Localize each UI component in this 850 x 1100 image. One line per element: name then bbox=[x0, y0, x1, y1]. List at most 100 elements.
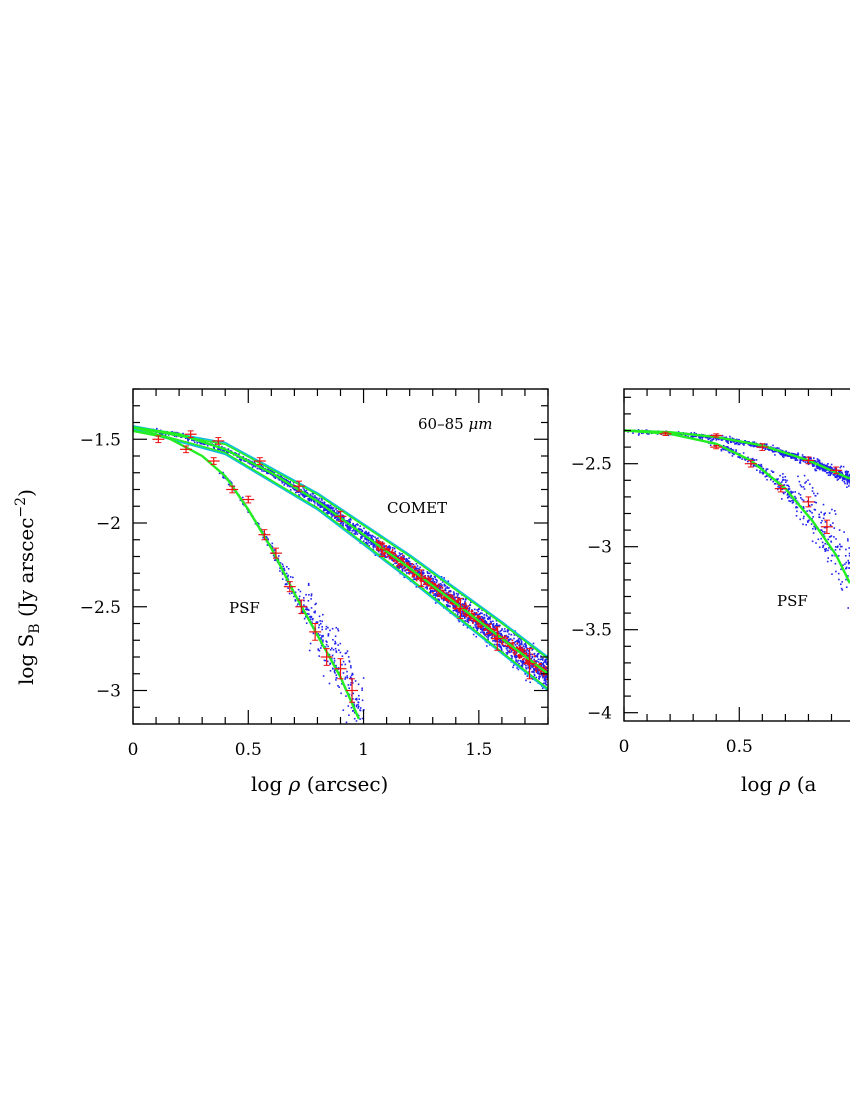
left-comet-core-pixel bbox=[430, 586, 432, 588]
left-comet-pixel bbox=[370, 537, 372, 539]
left-comet-pixel bbox=[507, 630, 509, 632]
left-comet-pixel bbox=[460, 612, 463, 615]
left-comet-pixel bbox=[367, 532, 370, 535]
left-comet-pixel bbox=[468, 608, 470, 610]
left-comet-pixel bbox=[167, 434, 170, 436]
left-psf-pixel bbox=[342, 660, 345, 663]
left-comet-pixel bbox=[475, 626, 478, 629]
left-comet-pixel bbox=[473, 611, 476, 614]
left-psf-pixel bbox=[355, 697, 358, 700]
left-comet-core-pixel bbox=[455, 604, 457, 607]
left-comet-core-pixel bbox=[448, 600, 450, 603]
left-comet-core-pixel bbox=[484, 627, 487, 630]
left-comet-pixel bbox=[476, 609, 478, 611]
left-comet-pixel bbox=[485, 623, 488, 625]
left-comet-core-pixel bbox=[461, 604, 464, 606]
left-comet-core-pixel bbox=[411, 576, 414, 578]
left-psf-pixel bbox=[227, 483, 230, 486]
left-psf-pixel bbox=[294, 600, 297, 602]
left-psf-pixel bbox=[305, 622, 308, 624]
left-comet-pixel bbox=[426, 585, 428, 588]
left-comet-pixel bbox=[533, 653, 535, 655]
left-comet-core-pixel bbox=[430, 578, 432, 580]
left-comet-pixel bbox=[383, 545, 385, 547]
left-comet-core-pixel bbox=[524, 661, 527, 663]
left-comet-pixel bbox=[472, 633, 475, 636]
left-comet-pixel bbox=[480, 631, 482, 634]
left-comet-pixel bbox=[367, 531, 370, 534]
left-comet-pixel bbox=[277, 477, 279, 480]
left-comet-pixel bbox=[196, 442, 198, 444]
left-comet-pixel bbox=[464, 606, 467, 608]
left-comet-pixel bbox=[403, 556, 405, 559]
left-comet-pixel bbox=[515, 640, 518, 642]
left-comet-pixel bbox=[527, 655, 529, 658]
left-psf-pixel bbox=[353, 711, 356, 714]
left-comet-pixel bbox=[467, 617, 470, 619]
left-comet-pixel bbox=[336, 519, 338, 521]
left-comet-core-pixel bbox=[533, 660, 535, 663]
left-comet-core-pixel bbox=[520, 655, 523, 657]
left-comet-pixel bbox=[307, 499, 310, 501]
left-psf-pixel bbox=[327, 645, 329, 648]
left-comet-pixel bbox=[489, 620, 492, 623]
left-comet-pixel bbox=[506, 653, 509, 655]
left-comet-pixel bbox=[354, 530, 356, 532]
left-comet-core-pixel bbox=[520, 656, 522, 659]
left-comet-pixel bbox=[515, 659, 517, 661]
left-comet-pixel bbox=[523, 661, 526, 664]
left-comet-pixel bbox=[283, 484, 285, 486]
left-comet-core-pixel bbox=[450, 594, 453, 597]
left-comet-core-pixel bbox=[463, 605, 465, 608]
left-comet-pixel bbox=[414, 578, 417, 580]
left-comet-pixel bbox=[348, 520, 351, 523]
left-comet-pixel bbox=[290, 485, 292, 488]
left-comet-core-pixel bbox=[445, 599, 448, 601]
left-comet-pixel bbox=[440, 576, 443, 578]
left-psf-pixel bbox=[329, 629, 331, 632]
right-comet-pixel bbox=[802, 456, 805, 458]
left-comet-pixel bbox=[398, 554, 401, 557]
left-comet-pixel bbox=[430, 590, 432, 593]
left-comet-pixel bbox=[348, 529, 350, 531]
left-psf-pixel bbox=[318, 624, 321, 626]
left-comet-core-pixel bbox=[492, 628, 494, 630]
left-comet-pixel bbox=[413, 578, 416, 581]
left-comet-pixel bbox=[342, 522, 344, 524]
left-comet-pixel bbox=[542, 676, 544, 679]
left-comet-pixel bbox=[532, 668, 535, 670]
left-psf-pixel bbox=[361, 687, 363, 690]
left-comet-pixel bbox=[466, 620, 468, 622]
left-comet-core-pixel bbox=[525, 662, 527, 664]
left-comet-pixel bbox=[187, 439, 189, 442]
left-comet-pixel bbox=[342, 525, 344, 527]
left-comet-core-pixel bbox=[422, 580, 424, 582]
left-comet-pixel bbox=[449, 605, 451, 608]
left-comet-pixel bbox=[329, 506, 331, 509]
left-comet-core-pixel bbox=[514, 650, 517, 652]
right-comet-pixel bbox=[794, 457, 796, 460]
left-comet-core-pixel bbox=[404, 565, 406, 568]
left-psf-pixel bbox=[323, 659, 326, 662]
left-comet-binned-point bbox=[454, 597, 467, 619]
left-comet-core-pixel bbox=[405, 563, 408, 565]
left-comet-pixel bbox=[299, 491, 301, 493]
left-comet-pixel bbox=[252, 464, 255, 467]
left-comet-pixel bbox=[503, 628, 506, 630]
left-comet-core-pixel bbox=[436, 590, 439, 592]
left-psf-pixel bbox=[347, 705, 350, 707]
left-comet-pixel bbox=[435, 591, 438, 594]
left-comet-core-pixel bbox=[425, 581, 427, 584]
left-psf-pixel bbox=[329, 649, 332, 651]
left-comet-core-pixel bbox=[451, 602, 454, 604]
left-comet-pixel bbox=[331, 507, 334, 510]
left-comet-core-pixel bbox=[476, 622, 478, 625]
left-comet-pixel bbox=[446, 594, 449, 596]
left-psf-pixel bbox=[350, 674, 353, 677]
left-comet-pixel bbox=[408, 561, 411, 563]
left-psf-pixel bbox=[311, 618, 314, 621]
left-comet-core-pixel bbox=[535, 669, 537, 671]
left-comet-core-pixel bbox=[526, 660, 528, 663]
left-comet-pixel bbox=[499, 624, 501, 627]
left-comet-pixel bbox=[430, 575, 432, 577]
